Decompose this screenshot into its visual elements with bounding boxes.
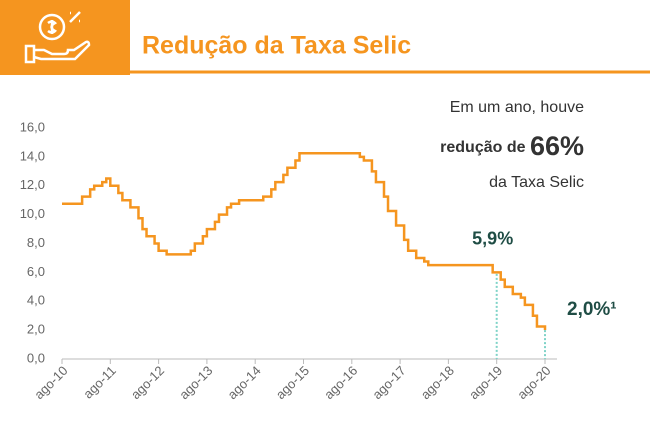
header-box: [0, 0, 130, 75]
x-tick-label: ago-12: [128, 363, 167, 402]
annotation-value: 5,9%: [472, 229, 513, 249]
x-tick-label: ago-14: [225, 363, 264, 402]
x-tick-label: ago-13: [176, 363, 215, 402]
y-tick-label: 12,0: [20, 177, 45, 192]
x-tick-label: ago-16: [321, 363, 360, 402]
series-line: [62, 152, 547, 331]
y-tick-label: 16,0: [20, 119, 45, 134]
x-tick-label: ago-15: [273, 363, 312, 402]
x-tick-label: ago-11: [80, 363, 119, 402]
y-tick-label: 8,0: [27, 235, 45, 250]
chart-title: Redução da Taxa Selic: [142, 32, 411, 60]
annotation: Em um ano, houve: [450, 99, 584, 116]
x-tick-label: ago-10: [31, 363, 70, 402]
x-tick-label: ago-17: [369, 363, 408, 402]
y-tick-label: 0,0: [27, 350, 45, 365]
annotation: redução de 66%: [440, 131, 584, 161]
annotation-highlight: 66%: [530, 131, 584, 161]
y-tick-label: 10,0: [20, 206, 45, 221]
x-tick-label: ago-20: [514, 363, 553, 402]
icon: [24, 11, 91, 64]
annotation: da Taxa Selic: [489, 174, 584, 191]
y-tick-label: 2,0: [27, 322, 45, 337]
annotation-value: 2,0%¹: [567, 299, 617, 320]
y-tick-label: 4,0: [27, 293, 45, 308]
annotation: redução de: [440, 139, 525, 156]
y-tick-label: 6,0: [27, 264, 45, 279]
x-tick-label: ago-19: [466, 363, 505, 402]
x-tick-label: ago-18: [418, 363, 457, 402]
y-tick-label: 14,0: [20, 148, 45, 163]
